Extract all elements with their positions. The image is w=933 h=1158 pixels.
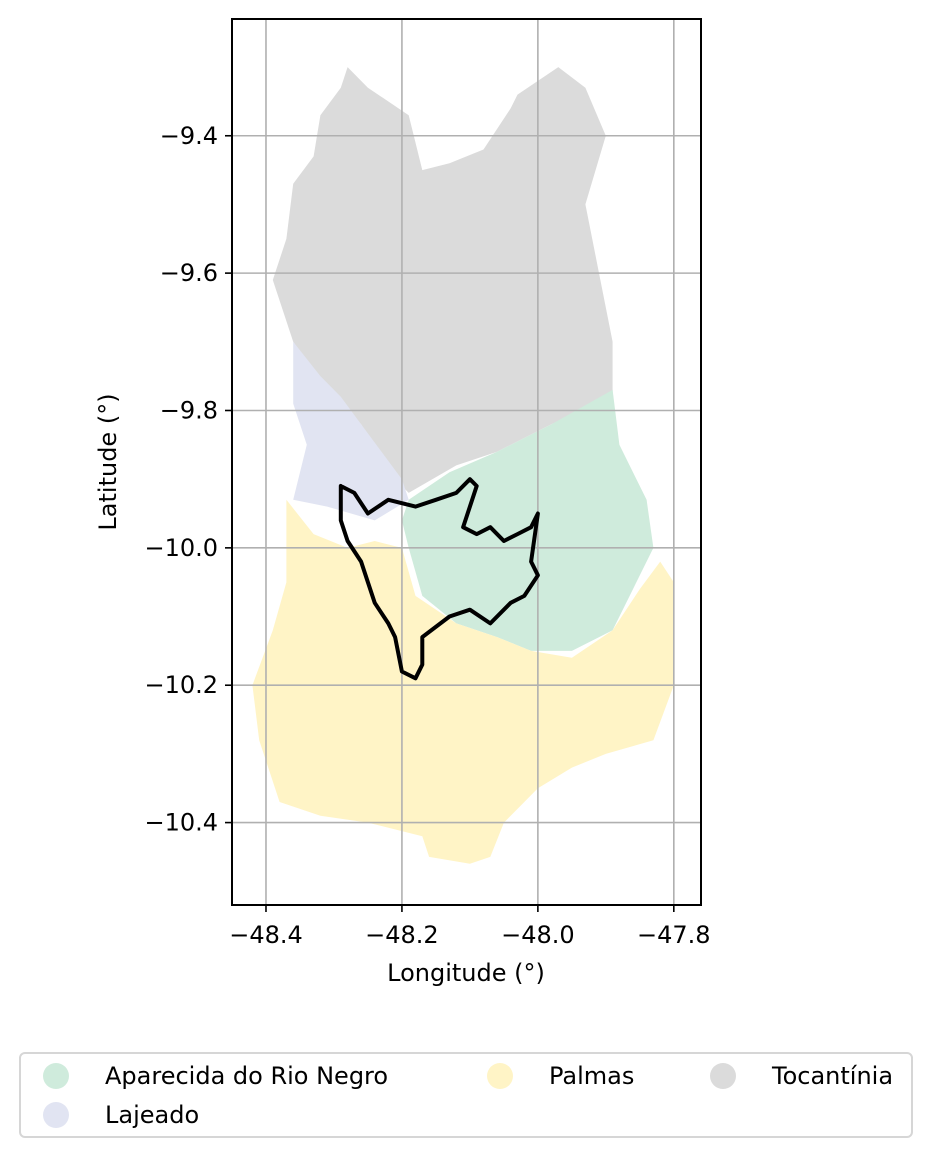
x-tick-label-1: −48.2 — [365, 921, 439, 949]
legend-marker-aparecida — [43, 1063, 69, 1089]
outline-layer — [338, 477, 540, 681]
axes-frame — [231, 18, 702, 906]
y-tick-label-4: −10.2 — [144, 671, 218, 699]
legend-label-lajeado: Lajeado — [105, 1101, 200, 1129]
map-figure: −48.4 −48.2 −48.0 −47.8 −9.4 −9.6 −9.8 −10.0 −10… — [94, 18, 711, 987]
legend-marker-palmas — [487, 1063, 513, 1089]
legend-label-palmas: Palmas — [549, 1062, 635, 1090]
legend-marker-tocantinia — [710, 1063, 736, 1089]
x-tick-label-2: −48.0 — [501, 921, 575, 949]
ticks-layer: −48.4 −48.2 −48.0 −47.8 −9.4 −9.6 −9.8 −10.0 −10… — [144, 122, 710, 949]
y-tick-label-5: −10.4 — [144, 809, 218, 837]
y-tick-label-3: −10.0 — [144, 534, 218, 562]
x-tick-label-3: −47.8 — [637, 921, 711, 949]
region-lajeado — [293, 341, 409, 521]
legend-label-aparecida: Aparecida do Rio Negro — [105, 1062, 389, 1090]
legend-item-palmas: Palmas — [487, 1062, 634, 1090]
legend-label-tocantinia: Tocantínia — [772, 1062, 894, 1090]
legend-item-lajeado: Lajeado — [43, 1101, 199, 1129]
highlight-outline — [338, 477, 540, 681]
legend-marker-lajeado — [43, 1102, 69, 1128]
region-palmas — [252, 499, 674, 864]
x-axis-label: Longitude (°) — [387, 959, 545, 987]
region-aparecida-do-rio-negro — [401, 389, 654, 651]
x-tick-label-0: −48.4 — [229, 921, 303, 949]
region-tocantinia — [272, 67, 613, 493]
y-tick-label-1: −9.6 — [160, 259, 218, 287]
grid-layer — [232, 19, 701, 905]
y-tick-label-2: −9.8 — [160, 396, 218, 424]
y-tick-label-0: −9.4 — [160, 122, 218, 150]
legend-item-aparecida: Aparecida do Rio Negro — [43, 1062, 388, 1090]
regions-layer — [252, 67, 674, 864]
legend-item-tocantinia: Tocantínia — [710, 1062, 893, 1090]
y-axis-label: Latitude (°) — [94, 393, 122, 530]
legend: Aparecida do Rio Negro Palmas Tocantínia… — [19, 1052, 913, 1138]
